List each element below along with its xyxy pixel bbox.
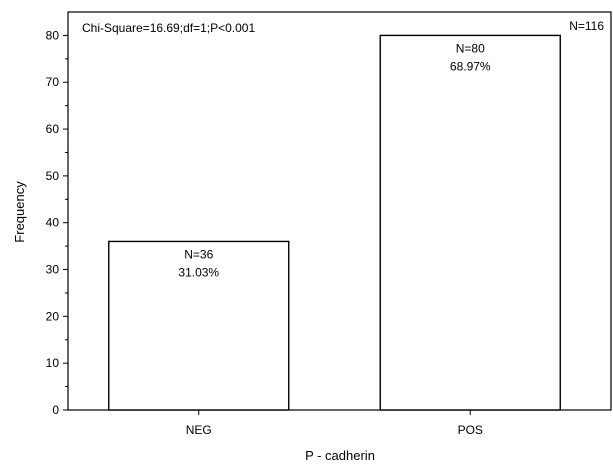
y-tick-label: 70 <box>46 75 60 89</box>
y-tick-label: 20 <box>46 309 60 323</box>
bar-percent-label: 68.97% <box>450 59 491 73</box>
y-tick-label: 30 <box>46 263 60 277</box>
x-tick-label: NEG <box>186 423 212 437</box>
bar-count-label: N=80 <box>456 41 485 55</box>
bar-count-label: N=36 <box>184 247 213 261</box>
y-axis-title: Frequency <box>12 181 27 243</box>
y-tick-label: 40 <box>46 216 60 230</box>
y-tick-label: 50 <box>46 169 60 183</box>
bar-percent-label: 31.03% <box>178 265 219 279</box>
stats-annotation: Chi-Square=16.69;df=1;P<0.001 <box>82 21 255 35</box>
y-tick-label: 60 <box>46 122 60 136</box>
total-annotation: N=116 <box>569 19 604 33</box>
y-tick-label: 80 <box>46 28 60 42</box>
y-tick-label: 0 <box>52 403 59 417</box>
y-tick-label: 10 <box>46 356 60 370</box>
plot-frame <box>67 11 612 411</box>
bar-neg <box>108 240 290 411</box>
bar-pos <box>379 34 561 411</box>
plot-area: 0 10 20 30 40 50 60 70 80 NEG N=36 31.03% POS N=80 68.… <box>46 11 612 437</box>
x-tick-label: POS <box>458 423 483 437</box>
x-axis-title: P - cadherin <box>305 448 375 463</box>
